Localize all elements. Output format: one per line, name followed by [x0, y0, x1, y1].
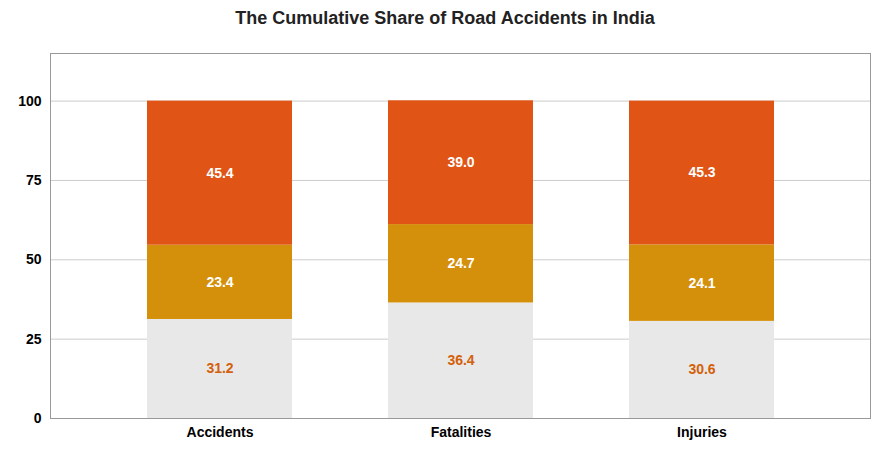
svg-text:23.4: 23.4: [206, 274, 233, 290]
svg-text:100: 100: [18, 93, 42, 109]
svg-text:39.0: 39.0: [447, 154, 474, 170]
svg-text:31.2: 31.2: [206, 360, 233, 376]
svg-text:Injuries: Injuries: [677, 424, 727, 440]
svg-text:Accidents: Accidents: [187, 424, 254, 440]
svg-text:75: 75: [26, 172, 42, 188]
svg-text:45.4: 45.4: [206, 165, 233, 181]
svg-text:25: 25: [26, 331, 42, 347]
svg-text:36.4: 36.4: [447, 352, 474, 368]
svg-text:0: 0: [34, 410, 42, 426]
svg-text:Fatalities: Fatalities: [431, 424, 492, 440]
svg-text:45.3: 45.3: [688, 164, 715, 180]
svg-text:50: 50: [26, 251, 42, 267]
svg-text:24.7: 24.7: [447, 255, 474, 271]
svg-text:24.1: 24.1: [688, 275, 715, 291]
html-text:The Cumulative Share of Road A: The Cumulative Share of Road Accidents i…: [235, 8, 655, 28]
svg-text:30.6: 30.6: [688, 361, 715, 377]
